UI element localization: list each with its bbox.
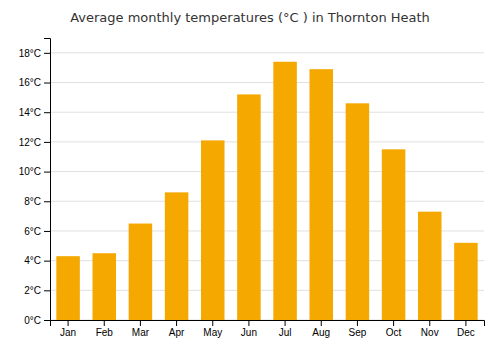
bar — [165, 192, 189, 320]
grid — [50, 53, 484, 320]
x-tick-label: May — [203, 327, 222, 338]
x-tick: Apr — [169, 320, 185, 338]
chart-svg: 0°C 2°C 4°C 6°C 8°C 10°C 12°C 14°C 16°C 18°C Jan Fe… — [0, 0, 500, 350]
x-tick-label: Mar — [132, 327, 150, 338]
x-axis-line — [51, 321, 485, 327]
grid-line — [50, 171, 484, 172]
y-tick-label: 18°C — [19, 48, 41, 59]
bar — [56, 256, 80, 320]
x-tick: Aug — [312, 320, 330, 338]
grid-line — [50, 82, 484, 83]
y-tick-label: 16°C — [19, 77, 41, 88]
bar — [92, 253, 116, 320]
y-tick-label: 14°C — [19, 107, 41, 118]
x-tick: Nov — [421, 320, 439, 338]
x-tick-mark — [357, 320, 358, 326]
x-tick-label: Jan — [60, 327, 76, 338]
bar — [454, 243, 478, 320]
x-tick-mark — [429, 320, 430, 326]
x-tick: Oct — [386, 320, 402, 338]
x-tick: Sep — [349, 320, 367, 338]
plot-area: 0°C 2°C 4°C 6°C 8°C 10°C 12°C 14°C 16°C 18°C Jan Fe… — [19, 39, 485, 339]
x-tick-mark — [393, 320, 394, 326]
x-tick: Jul — [279, 320, 292, 338]
y-tick-mark — [44, 290, 50, 291]
y-tick: 18°C — [19, 48, 50, 59]
x-tick: Mar — [132, 320, 150, 338]
x-tick: Jun — [241, 320, 257, 338]
y-tick-mark — [44, 201, 50, 202]
x-tick-label: Oct — [386, 327, 402, 338]
bar — [309, 69, 333, 320]
bar — [201, 140, 225, 320]
y-tick-mark — [44, 83, 50, 84]
y-tick: 10°C — [19, 166, 50, 177]
y-tick: 4°C — [24, 255, 50, 266]
y-tick-mark — [44, 142, 50, 143]
x-tick-mark — [140, 320, 141, 326]
grid-line — [50, 112, 484, 113]
x-tick-label: Jun — [241, 327, 257, 338]
x-axis: Jan Feb Mar Apr May Jun Jul Aug Sep Oct Nov Dec — [51, 320, 485, 338]
grid-line — [50, 201, 484, 202]
x-tick: Feb — [96, 320, 114, 338]
y-tick: 12°C — [19, 137, 50, 148]
y-tick-mark — [44, 112, 50, 113]
x-tick: Jan — [60, 320, 76, 338]
bar — [382, 149, 406, 320]
bar — [129, 224, 153, 320]
x-tick-mark — [248, 320, 249, 326]
grid-line — [50, 52, 484, 53]
y-tick: 6°C — [24, 226, 50, 237]
x-tick-label: Apr — [169, 327, 185, 338]
x-tick: May — [203, 320, 222, 338]
y-tick-label: 10°C — [19, 166, 41, 177]
grid-line — [50, 141, 484, 142]
y-tick-mark — [44, 172, 50, 173]
bar — [418, 212, 442, 320]
x-tick-mark — [68, 320, 69, 326]
title: Average monthly temperatures (°C ) in Th… — [70, 10, 430, 25]
y-tick-label: 2°C — [24, 285, 41, 296]
x-tick-mark — [176, 320, 177, 326]
y-tick: 2°C — [24, 285, 50, 296]
y-tick-mark — [44, 231, 50, 232]
x-tick-label: Nov — [421, 327, 439, 338]
bar — [273, 62, 297, 320]
y-axis: 0°C 2°C 4°C 6°C 8°C 10°C 12°C 14°C 16°C 18°C — [19, 39, 51, 326]
y-tick-mark — [44, 320, 50, 321]
y-tick-label: 6°C — [24, 226, 41, 237]
chart-container: 0°C 2°C 4°C 6°C 8°C 10°C 12°C 14°C 16°C 18°C Jan Fe… — [0, 0, 500, 350]
bar — [237, 94, 261, 320]
y-axis-line — [44, 39, 51, 321]
x-tick-mark — [465, 320, 466, 326]
x-tick-mark — [285, 320, 286, 326]
x-tick-mark — [321, 320, 322, 326]
y-tick-label: 8°C — [24, 196, 41, 207]
x-tick: Dec — [457, 320, 475, 338]
y-tick: 0°C — [24, 315, 50, 326]
x-tick-label: Jul — [279, 327, 292, 338]
x-tick-label: Dec — [457, 327, 475, 338]
y-tick: 16°C — [19, 77, 50, 88]
x-tick-label: Sep — [349, 327, 367, 338]
x-tick-mark — [104, 320, 105, 326]
x-tick-label: Aug — [312, 327, 330, 338]
y-tick-mark — [44, 261, 50, 262]
bars — [56, 62, 477, 320]
x-tick-label: Feb — [96, 327, 114, 338]
y-tick-label: 12°C — [19, 137, 41, 148]
y-tick: 8°C — [24, 196, 50, 207]
y-tick: 14°C — [19, 107, 50, 118]
x-tick-mark — [212, 320, 213, 326]
y-tick-mark — [44, 53, 50, 54]
y-tick-label: 4°C — [24, 255, 41, 266]
bar — [346, 103, 370, 320]
y-tick-label: 0°C — [24, 315, 41, 326]
